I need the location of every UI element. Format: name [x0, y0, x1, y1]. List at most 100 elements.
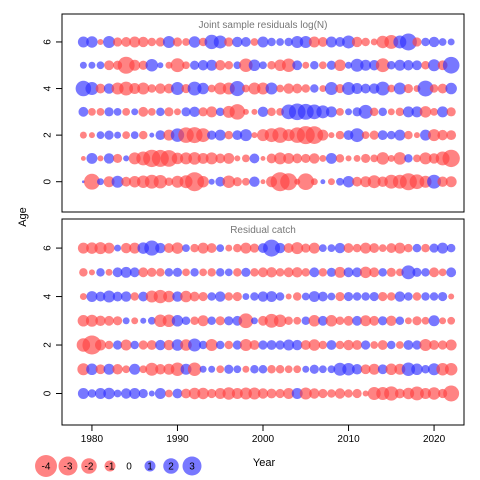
bubble-point [123, 155, 130, 162]
bubble-point [335, 154, 345, 163]
bubble-point [334, 266, 346, 278]
bubble-point [401, 362, 416, 376]
bubble-point [291, 35, 304, 48]
bubble-point [95, 83, 106, 94]
bubble-point [83, 173, 100, 190]
bubble-point [147, 84, 157, 93]
bubble-point [318, 268, 328, 277]
bubble-point [345, 108, 353, 116]
x-tick-label: 1990 [166, 434, 189, 445]
bubble-point [368, 363, 380, 375]
legend-item: -1 [104, 460, 116, 473]
legend-item: -2 [81, 458, 97, 474]
bubble-point [86, 363, 98, 376]
bubble-point [197, 387, 209, 400]
bubble-point [291, 388, 303, 399]
bubble-point [342, 35, 356, 49]
bubble-point [164, 268, 174, 277]
y-axis-label: Age [17, 207, 29, 227]
bubble-point [387, 84, 396, 93]
bubble-point [375, 58, 390, 73]
bubble-point [427, 387, 441, 400]
bubble-point [95, 315, 106, 326]
bubble-point [129, 388, 141, 399]
bubble-point [250, 38, 259, 46]
bubble-point [146, 340, 157, 350]
bubble-point [182, 268, 190, 277]
bubble-point [187, 81, 202, 96]
bubble-point [140, 317, 147, 324]
bubble-point [326, 60, 337, 70]
bubble-point [234, 155, 241, 162]
bubble-point [185, 172, 205, 192]
bubble-point [438, 340, 448, 350]
bubble-point [285, 293, 292, 300]
y-tick-label: 2 [43, 132, 54, 138]
bubble-point [95, 339, 106, 351]
bubble-point [163, 290, 175, 303]
bubble-point [207, 268, 216, 277]
bubble-point [267, 60, 276, 70]
bubble-point [284, 316, 293, 326]
bubble-point [120, 291, 132, 302]
bubble-point [324, 82, 338, 96]
bubble-point [95, 388, 106, 399]
bubble-point [129, 36, 141, 48]
bubble-point [302, 61, 310, 69]
bubble-point [156, 107, 165, 117]
bubble-point [94, 242, 107, 255]
bubble-point [189, 106, 200, 118]
bubble-point [208, 178, 215, 185]
bubble-point [308, 315, 321, 327]
bubble-point [403, 60, 414, 71]
bubble-point [292, 339, 303, 351]
bubble-point [248, 387, 261, 400]
bubble-point [79, 268, 88, 277]
bubble-point [96, 61, 105, 70]
bubble-point [284, 37, 293, 47]
bubble-point [77, 36, 89, 48]
bubble-point [206, 59, 218, 71]
bubble-point [250, 268, 259, 277]
bubble-point [437, 129, 448, 141]
bubble-point [386, 243, 397, 253]
bubble-point [112, 364, 123, 375]
bubble-point [139, 365, 148, 374]
bubble-point [122, 365, 131, 374]
bubble-point [138, 267, 149, 278]
bubble-point [378, 268, 387, 277]
bubble-point [327, 178, 335, 186]
bubble-point [412, 316, 422, 326]
bubble-point [171, 315, 184, 327]
bubble-point [302, 365, 310, 373]
legend-label: -1 [106, 462, 115, 473]
bubble-point [369, 130, 379, 140]
bubble-point [369, 267, 380, 278]
bubble-point [292, 153, 303, 164]
bubble-point [325, 152, 337, 164]
bubble-point [232, 130, 243, 141]
bubble-point [129, 267, 140, 278]
bubble-point [343, 339, 354, 351]
bubble-point [438, 268, 447, 277]
bubble-point [377, 364, 388, 375]
bubble-point [197, 315, 209, 327]
bubble-point [318, 365, 327, 374]
bubble-point [404, 317, 412, 325]
bubble-point [190, 243, 199, 253]
bubble-point [225, 244, 233, 252]
bubble-point [404, 154, 413, 163]
bubble-point [86, 242, 98, 254]
bubble-point [180, 152, 193, 165]
y-tick-label: 4 [43, 293, 54, 299]
bubble-point [113, 37, 123, 47]
bubble-point [78, 106, 89, 117]
bubble-point [104, 130, 114, 140]
bubble-point [419, 339, 432, 352]
bubble-point [149, 132, 155, 138]
bubble-point [224, 316, 234, 326]
bubble-point [319, 85, 327, 93]
bubble-point [196, 128, 211, 143]
bubble-point [442, 149, 460, 168]
